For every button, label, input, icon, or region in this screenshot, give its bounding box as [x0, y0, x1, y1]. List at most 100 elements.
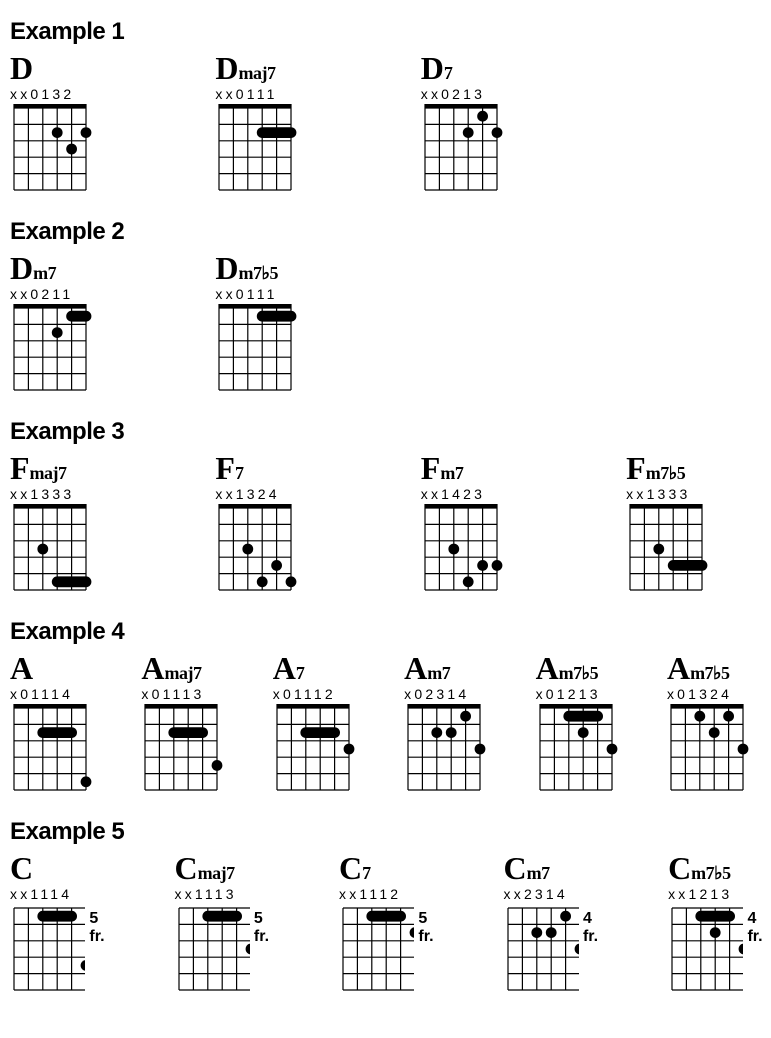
chord-suffix: m7♭5	[559, 663, 598, 683]
chord-diagram: Cm7 xx2314 4 fr.	[504, 852, 609, 996]
chord-diagram: Dmaj7xx0111	[215, 52, 300, 196]
chord-row: Cxx1114 5 fr. Cmaj7 xx1113 5 fr. C7 xx1112 5 fr…	[10, 852, 761, 996]
chord-root: F	[215, 450, 235, 486]
chord-suffix: m7♭5	[691, 863, 730, 883]
chord-fingering: xx1114	[10, 886, 115, 902]
chord-name: C7	[339, 852, 444, 884]
chord-suffix: m7♭5	[690, 663, 729, 683]
chord-grid	[421, 504, 506, 596]
chord-diagram: A7 x01112	[273, 652, 358, 796]
chord-grid	[504, 904, 579, 996]
chord-diagram: Cxx1114 5 fr.	[10, 852, 115, 996]
chord-root: A	[667, 650, 690, 686]
chord-root: F	[421, 450, 441, 486]
chord-name: D	[10, 52, 95, 84]
chord-fingering: x01112	[273, 686, 358, 702]
chord-grid-wrap: 4 fr.	[668, 904, 771, 996]
chord-diagram: Dxx0132	[10, 52, 95, 196]
chord-name: F7	[215, 452, 300, 484]
example-title: Example 4	[10, 618, 761, 646]
chord-fingering: xx1333	[626, 486, 711, 502]
chord-grid	[626, 504, 711, 596]
chord-grid	[10, 904, 85, 996]
chord-diagram: D7xx0213	[421, 52, 506, 196]
chord-grid-wrap	[667, 704, 752, 796]
chord-fingering: xx0111	[215, 86, 300, 102]
chord-root: D	[10, 50, 33, 86]
chord-row: Ax01114Amaj7x01113A7x01112Am7x02314Am7♭5…	[10, 652, 761, 796]
chord-root: F	[626, 450, 646, 486]
chord-root: A	[10, 650, 33, 686]
chord-grid-wrap	[141, 704, 226, 796]
fret-label: 4 fr.	[747, 910, 771, 946]
chord-name: Fm7♭5	[626, 452, 711, 484]
chord-diagram: Amaj7x01113	[141, 652, 226, 796]
chord-root: A	[404, 650, 427, 686]
chord-diagram: F7xx1324	[215, 452, 300, 596]
chord-fingering: xx0132	[10, 86, 95, 102]
chord-grid	[215, 504, 300, 596]
chord-grid	[339, 904, 414, 996]
chord-name: A	[10, 652, 95, 684]
chord-name: Am7	[404, 652, 489, 684]
chord-root: C	[668, 850, 691, 886]
chord-name: Amaj7	[141, 652, 226, 684]
chord-grid	[668, 904, 743, 996]
chord-suffix: maj7	[30, 463, 67, 483]
chord-grid	[404, 704, 489, 796]
chord-grid	[141, 704, 226, 796]
chord-grid-wrap: 5 fr.	[339, 904, 444, 996]
chord-fingering: xx2314	[504, 886, 609, 902]
chord-fingering: xx1213	[668, 886, 771, 902]
chord-name: Cmaj7	[175, 852, 280, 884]
chord-suffix: m7♭5	[239, 263, 278, 283]
chord-diagram: C7 xx1112 5 fr.	[339, 852, 444, 996]
chord-grid-wrap	[215, 504, 300, 596]
chord-root: C	[10, 850, 33, 886]
chord-grid-wrap	[10, 704, 95, 796]
chord-grid	[215, 304, 300, 396]
example-title: Example 1	[10, 18, 761, 46]
example-title: Example 3	[10, 418, 761, 446]
chord-fingering: xx0213	[421, 86, 506, 102]
chord-grid-wrap: 5 fr.	[10, 904, 115, 996]
chord-suffix: m7♭5	[646, 463, 685, 483]
chord-root: D	[215, 250, 238, 286]
chord-name: Cm7	[504, 852, 609, 884]
chord-grid-wrap: 4 fr.	[504, 904, 609, 996]
chord-suffix: m7	[33, 263, 56, 283]
chord-grid	[536, 704, 621, 796]
chord-root: F	[10, 450, 30, 486]
chord-root: C	[175, 850, 198, 886]
chord-suffix: m7	[440, 463, 463, 483]
chord-grid-wrap	[421, 504, 506, 596]
chord-fingering: xx1112	[339, 886, 444, 902]
fret-label: 5 fr.	[89, 910, 114, 946]
chord-grid-wrap	[273, 704, 358, 796]
chord-grid-wrap	[10, 504, 95, 596]
chord-name: Am7♭5	[536, 652, 621, 684]
chord-suffix: maj7	[239, 63, 276, 83]
chord-name: A7	[273, 652, 358, 684]
chord-fingering: x02314	[404, 686, 489, 702]
fret-label: 5 fr.	[254, 910, 279, 946]
fret-label: 4 fr.	[583, 910, 608, 946]
chord-name: Am7♭5	[667, 652, 752, 684]
chord-root: C	[504, 850, 527, 886]
chord-grid	[175, 904, 250, 996]
chord-suffix: m7	[427, 663, 450, 683]
chord-diagram: Cmaj7 xx1113 5 fr.	[175, 852, 280, 996]
chord-fingering: x01213	[536, 686, 621, 702]
chord-root: A	[273, 650, 296, 686]
chord-fingering: xx1423	[421, 486, 506, 502]
example-title: Example 5	[10, 818, 761, 846]
chord-name: Dm7♭5	[215, 252, 300, 284]
chord-name: Dm7	[10, 252, 95, 284]
chord-row: Dxx0132Dmaj7 xx0111 D7xx0213	[10, 52, 761, 196]
chord-grid-wrap	[421, 104, 506, 196]
chord-suffix: 7	[296, 663, 305, 683]
chord-fingering: xx0211	[10, 286, 95, 302]
chord-diagram: Dm7 xx0211	[10, 252, 95, 396]
chord-fingering: xx1113	[175, 886, 280, 902]
chord-suffix: maj7	[165, 663, 202, 683]
